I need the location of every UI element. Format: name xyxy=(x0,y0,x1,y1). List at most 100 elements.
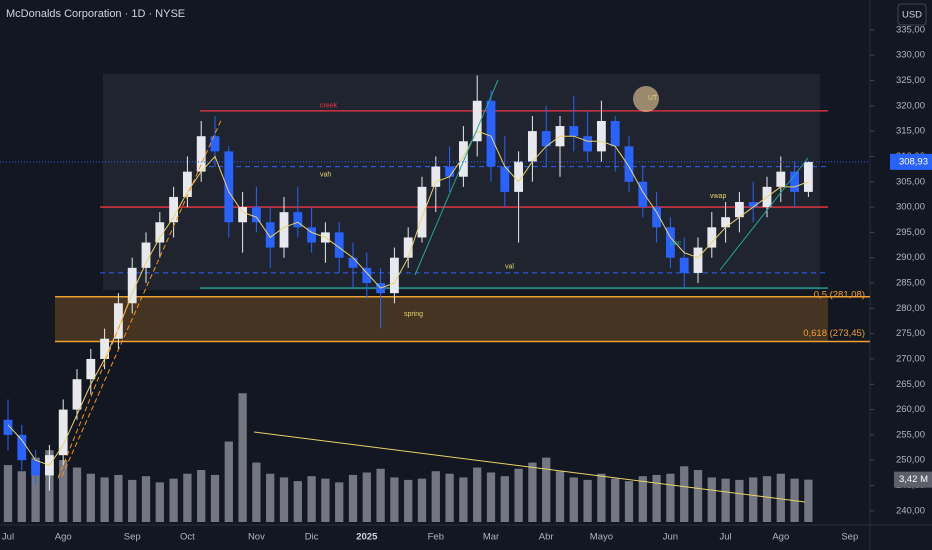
volume-bar xyxy=(238,393,247,522)
volume-bar xyxy=(569,477,578,522)
volume-bar xyxy=(555,471,565,522)
candle-body xyxy=(541,131,551,147)
x-tick-label: Sep xyxy=(124,532,141,543)
volume-bar xyxy=(459,477,468,522)
annotation: poc xyxy=(670,240,682,247)
y-tick-label: 300,00 xyxy=(896,202,925,213)
last-price-box xyxy=(890,153,932,170)
candle-body xyxy=(348,257,358,268)
volume-bar xyxy=(197,470,206,522)
y-tick-label: 280,00 xyxy=(896,303,925,314)
candle-body xyxy=(748,202,758,208)
candle-body xyxy=(155,222,165,243)
x-tick-label: Mar xyxy=(483,532,499,543)
y-tick-label: 240,00 xyxy=(896,505,925,516)
candle-body xyxy=(458,141,468,177)
candle-body xyxy=(790,171,800,192)
candle-body xyxy=(665,227,675,258)
candle-body xyxy=(734,202,744,218)
volume-bar xyxy=(638,476,647,522)
candle-body xyxy=(334,232,344,258)
volume-bar xyxy=(335,482,344,522)
candle-body xyxy=(596,121,606,152)
volume-bar xyxy=(693,470,703,522)
x-tick-label: Mayo xyxy=(590,532,613,543)
candle-body xyxy=(514,161,524,192)
volume-bar xyxy=(3,465,13,522)
currency-button[interactable] xyxy=(897,3,927,26)
trend-line xyxy=(719,157,809,271)
volume-bar xyxy=(114,474,123,522)
volume-bar xyxy=(72,467,82,522)
volume-bar xyxy=(735,479,744,522)
x-tick-label: Sep xyxy=(841,532,858,543)
candle-body xyxy=(182,171,192,197)
volume-bar xyxy=(431,471,440,522)
candle-body xyxy=(583,136,593,152)
volume-bar xyxy=(597,473,606,522)
y-tick-label: 315,00 xyxy=(896,126,925,137)
candle-body xyxy=(472,100,482,142)
candle-body xyxy=(638,181,648,208)
candle-body xyxy=(169,196,179,223)
volume-bar xyxy=(141,476,151,522)
trend-line xyxy=(61,117,223,477)
x-tick-label: Abr xyxy=(539,532,554,543)
candle-body xyxy=(652,207,662,228)
last-volume-label: 3,42 M xyxy=(899,474,928,485)
volume-bar xyxy=(279,477,289,522)
annotation: UT xyxy=(648,95,658,102)
candle-body xyxy=(803,161,813,192)
volume-bar xyxy=(128,479,137,522)
volume-bar xyxy=(514,468,523,522)
volume-bar xyxy=(321,478,330,522)
candle-body xyxy=(251,207,261,223)
candle-body xyxy=(486,100,496,167)
y-tick-label: 250,00 xyxy=(896,455,925,466)
last-price-label: 308,93 xyxy=(899,156,928,167)
x-tick-label: Jun xyxy=(663,532,678,543)
candle-body xyxy=(113,303,123,339)
volume-bar xyxy=(266,473,275,522)
x-tick-label: Dic xyxy=(305,532,319,543)
x-tick-label: Ago xyxy=(772,532,789,543)
volume-bar xyxy=(86,473,95,522)
volume-bar xyxy=(417,478,427,522)
level-label: val xyxy=(505,264,514,271)
volume-bar xyxy=(652,474,661,522)
y-tick-label: 295,00 xyxy=(896,227,925,238)
y-tick-label: 275,00 xyxy=(896,328,925,339)
candle-body xyxy=(127,267,137,304)
volume-bar xyxy=(804,479,813,522)
y-tick-label: 320,00 xyxy=(896,100,925,111)
volume-bar xyxy=(348,474,358,522)
y-tick-label: 335,00 xyxy=(896,24,925,35)
candle-body xyxy=(72,379,82,410)
volume-bar xyxy=(776,473,785,522)
volume-bar xyxy=(486,472,496,522)
x-tick-label: Ago xyxy=(55,532,72,543)
y-tick-label: 265,00 xyxy=(896,379,925,390)
trend-line xyxy=(414,79,499,276)
y-tick-label: 270,00 xyxy=(896,353,925,364)
currency-button-label[interactable]: USD xyxy=(902,10,922,21)
candle-body xyxy=(141,242,151,268)
volume-bar xyxy=(611,478,620,522)
x-tick-label: Feb xyxy=(428,532,444,543)
candle-body xyxy=(389,257,399,294)
volume-bar xyxy=(210,474,220,522)
volume-bar xyxy=(666,473,675,522)
volume-bar xyxy=(31,457,40,522)
candle-body xyxy=(445,166,455,177)
candle-body xyxy=(679,257,689,273)
x-tick-label: Oct xyxy=(180,532,195,543)
volume-bar xyxy=(100,477,109,522)
volume-bar xyxy=(404,479,413,522)
volume-bar xyxy=(183,473,192,522)
y-tick-label: 330,00 xyxy=(896,50,925,61)
volume-bar xyxy=(721,478,730,522)
fib-zone xyxy=(55,296,828,342)
y-tick-label: 260,00 xyxy=(896,404,925,415)
y-tick-label: 325,00 xyxy=(896,75,925,86)
